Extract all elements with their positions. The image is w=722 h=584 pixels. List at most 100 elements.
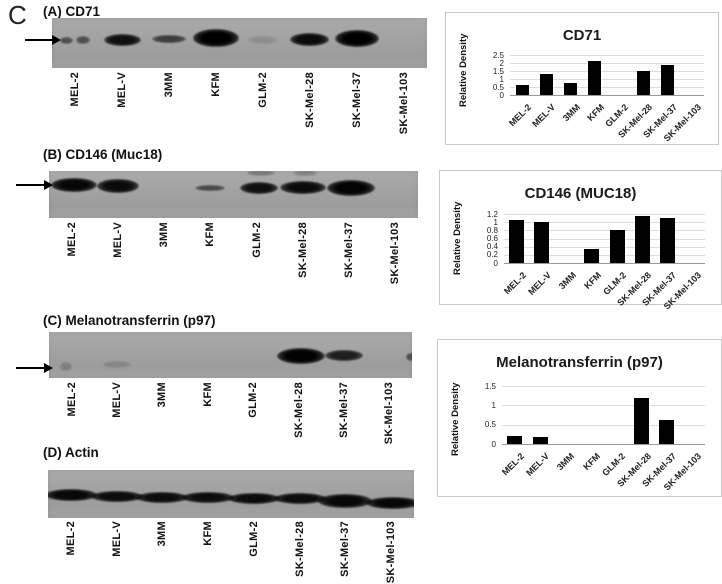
- lane-label-sk-mel-103: SK-Mel-103: [388, 222, 401, 285]
- lane-label-mel-v: MEL-V: [111, 382, 124, 418]
- lane-label-sk-mel-37: SK-Mel-37: [337, 382, 350, 438]
- lane-cell: KFM: [187, 222, 233, 300]
- lane-cell: SK-Mel-103: [368, 521, 414, 584]
- blot-band: [136, 491, 189, 503]
- lane-cell: GLM-2: [234, 222, 280, 300]
- x-axis-label-3mm: 3MM: [555, 451, 577, 473]
- bar-sk-mel-28: [634, 216, 650, 263]
- chart-cd146-muc18: CD146 (MUC18) Relative Density 0 0.2 0.4 0.6 0…: [439, 170, 722, 311]
- blot-band: [246, 171, 275, 176]
- bar-mel-2: [515, 84, 529, 95]
- gridline: [502, 424, 705, 426]
- lane-cell: MEL-2: [49, 222, 95, 300]
- blot-band: [182, 491, 235, 503]
- y-tick-label: 0: [491, 439, 496, 449]
- y-tick-label: 0.4: [486, 242, 498, 252]
- lane-label-kfm: KFM: [202, 521, 215, 546]
- x-axis-label-mel-2: MEL-2: [499, 451, 526, 478]
- lane-label-sk-mel-103: SK-Mel-103: [397, 72, 410, 135]
- lane-cell: SK-Mel-103: [372, 222, 418, 300]
- blot-band: [324, 349, 363, 361]
- blot-image-a: [52, 18, 427, 68]
- lane-cell: SK-Mel-37: [326, 222, 372, 300]
- y-tick-label: 1.5: [492, 66, 504, 76]
- chart-title: CD71: [562, 27, 602, 44]
- x-axis-label-mel-v: MEL-V: [524, 451, 552, 478]
- bar-sk-mel-37: [659, 218, 675, 263]
- y-tick-label: 0.8: [486, 225, 498, 235]
- panel-title-d: (D) Actin: [43, 445, 99, 460]
- lane-label-sk-mel-28: SK-Mel-28: [292, 382, 305, 438]
- x-axis-label-mel-v: MEL-V: [525, 270, 553, 297]
- x-axis-label-mel-v: MEL-V: [530, 102, 558, 129]
- blot-band: [318, 494, 373, 508]
- lane-cell: KFM: [185, 521, 231, 584]
- panel-title-a: (A) CD71: [43, 4, 101, 19]
- y-tick-label: 1: [499, 74, 504, 84]
- blot-band: [90, 490, 143, 502]
- y-tick-label: 0.5: [484, 420, 496, 430]
- lane-label-3mm: 3MM: [163, 72, 176, 98]
- lane-label-mel-v: MEL-V: [112, 222, 125, 258]
- lane-cell: MEL-V: [94, 521, 140, 584]
- lane-cell: SK-Mel-28: [277, 521, 323, 584]
- blot-band: [59, 361, 72, 371]
- blot-band: [247, 36, 278, 44]
- lane-cell: KFM: [193, 72, 240, 150]
- y-tick-label: 2.5: [492, 50, 504, 60]
- blot-band: [366, 497, 414, 509]
- blot-band: [48, 489, 97, 501]
- gridline: [510, 87, 704, 88]
- blot-band: [239, 182, 278, 194]
- x-axis-label-kfm: KFM: [582, 270, 604, 291]
- gridline: [502, 386, 705, 387]
- x-axis-line: [504, 263, 705, 264]
- bar-sk-mel-28: [636, 71, 650, 95]
- lane-label-kfm: KFM: [210, 72, 223, 97]
- lane-label-mel-2: MEL-2: [69, 72, 82, 107]
- y-tick-label: 1: [491, 400, 496, 410]
- bar-3mm: [564, 83, 578, 95]
- lane-cell: MEL-2: [48, 521, 94, 584]
- lane-cell: MEL-V: [95, 222, 141, 300]
- lane-cell: 3MM: [141, 222, 187, 300]
- blot-band: [273, 492, 326, 504]
- lane-cell: MEL-V: [94, 382, 139, 460]
- x-axis-label-mel-2: MEL-2: [501, 270, 528, 297]
- gridline: [504, 214, 705, 215]
- lane-labels-d: MEL-2 MEL-V 3MM KFM GLM-2 SK-Mel-28 SK-Mel-37 S…: [48, 521, 414, 584]
- lane-cell: GLM-2: [231, 382, 276, 460]
- lane-label-glm-2: GLM-2: [247, 521, 260, 557]
- gridline: [504, 222, 705, 224]
- lane-label-3mm: 3MM: [156, 382, 169, 408]
- bar-mel-2: [509, 220, 525, 263]
- lane-cell: MEL-2: [52, 72, 99, 150]
- blot-band: [334, 29, 379, 47]
- blot-band: [326, 180, 375, 196]
- y-tick-label: 0: [493, 258, 498, 268]
- bar-sk-mel-37: [661, 65, 675, 95]
- lane-cell: SK-Mel-28: [280, 222, 326, 300]
- chart-title: CD146 (MUC18): [524, 185, 637, 202]
- blot-band: [279, 180, 326, 194]
- bar-glm-2: [609, 230, 625, 263]
- lane-label-mel-2: MEL-2: [64, 521, 77, 556]
- figure-label: C: [8, 0, 27, 30]
- gridline: [504, 254, 705, 256]
- lane-labels-a: MEL-2 MEL-V 3MM KFM GLM-2 SK-Mel-28 SK-Mel-37 S…: [52, 72, 427, 150]
- gridline: [504, 230, 705, 232]
- y-tick-label: 2: [499, 58, 504, 68]
- lane-label-sk-mel-37: SK-Mel-37: [339, 521, 352, 577]
- lane-cell: MEL-V: [99, 72, 146, 150]
- gridline: [510, 79, 704, 80]
- x-axis-line: [510, 95, 704, 96]
- lane-label-mel-v: MEL-V: [116, 72, 129, 108]
- lane-cell: KFM: [185, 382, 230, 460]
- blot-band: [76, 36, 91, 44]
- lane-label-kfm: KFM: [201, 382, 214, 407]
- y-tick-label: 0.5: [492, 82, 504, 92]
- lane-label-mel-2: MEL-2: [65, 382, 78, 417]
- gridline: [510, 71, 704, 72]
- chart-title: Melanotransferrin (p97): [496, 354, 663, 371]
- lane-cell: SK-Mel-37: [321, 382, 366, 460]
